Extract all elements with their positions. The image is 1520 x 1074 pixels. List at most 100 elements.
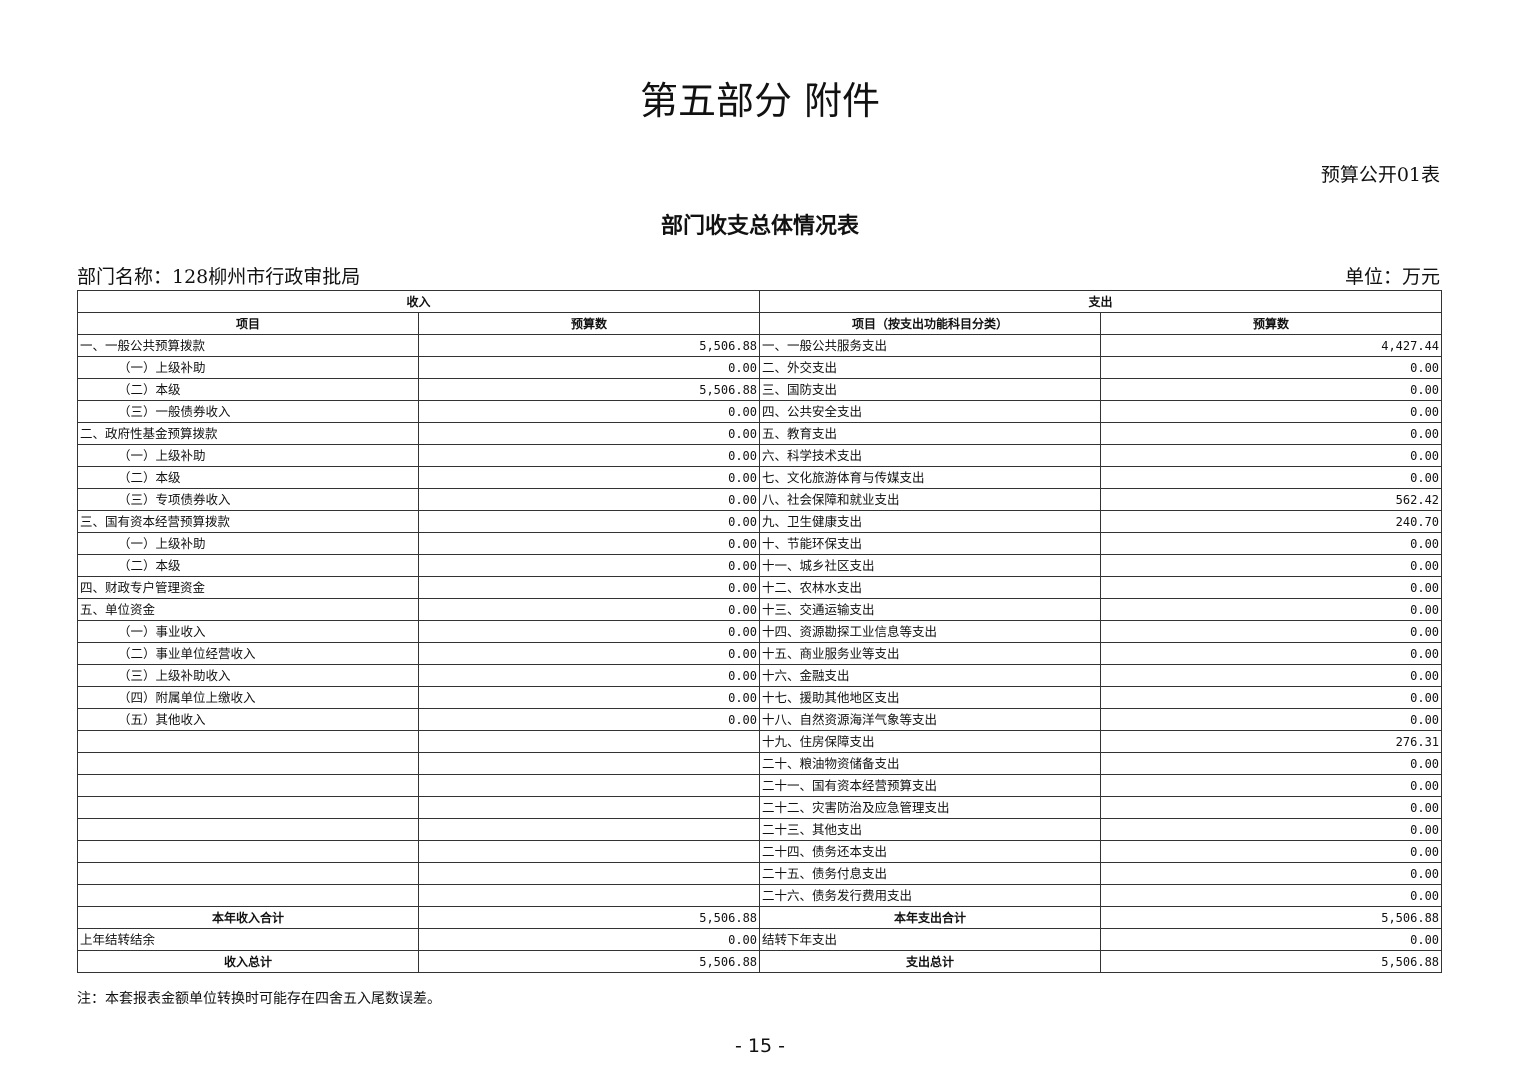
income-item: （一）上级补助 — [77, 444, 419, 467]
income-total-label: 上年结转结余 — [77, 928, 419, 951]
table-row: 二十一、国有资本经营预算支出 0.00 — [77, 774, 1443, 797]
income-budget-header: 预算数 — [417, 312, 761, 335]
income-item: 二、政府性基金预算拨款 — [77, 422, 419, 445]
expense-total-value: 5,506.88 — [1100, 950, 1443, 973]
income-item: （三）上级补助收入 — [77, 664, 419, 687]
table-row: （四）附属单位上缴收入 0.00 十七、援助其他地区支出 0.00 — [77, 686, 1443, 709]
expense-value: 0.00 — [1100, 884, 1443, 907]
income-item: 四、财政专户管理资金 — [77, 576, 419, 599]
table-row: 二十五、债务付息支出 0.00 — [77, 862, 1443, 885]
expense-item: 一、一般公共服务支出 — [759, 334, 1102, 357]
table-row: （二）本级 0.00 十一、城乡社区支出 0.00 — [77, 554, 1443, 577]
expense-item: 十二、农林水支出 — [759, 576, 1102, 599]
income-value: 0.00 — [417, 400, 761, 423]
budget-table: 收入 支出 项目 预算数 项目（按支出功能科目分类） 预算数 一、一般公共预算拨… — [76, 290, 1443, 973]
expense-total-value: 0.00 — [1100, 928, 1443, 951]
income-item: （二）本级 — [77, 378, 419, 401]
expense-value: 0.00 — [1100, 378, 1443, 401]
income-item — [77, 774, 419, 797]
expense-value: 0.00 — [1100, 862, 1443, 885]
total-row: 收入总计 5,506.88 支出总计 5,506.88 — [77, 950, 1443, 973]
expense-item: 十六、金融支出 — [759, 664, 1102, 687]
income-value — [417, 840, 761, 863]
table-row: （三）一般债券收入 0.00 四、公共安全支出 0.00 — [77, 400, 1443, 423]
expense-item: 十九、住房保障支出 — [759, 730, 1102, 753]
expense-total-label: 结转下年支出 — [759, 928, 1102, 951]
income-value — [417, 730, 761, 753]
table-row: 十九、住房保障支出 276.31 — [77, 730, 1443, 753]
expense-header: 支出 — [759, 290, 1443, 313]
expense-total-value: 5,506.88 — [1100, 906, 1443, 929]
table-row: 五、单位资金 0.00 十三、交通运输支出 0.00 — [77, 598, 1443, 621]
expense-item: 二十二、灾害防治及应急管理支出 — [759, 796, 1102, 819]
table-row: 二、政府性基金预算拨款 0.00 五、教育支出 0.00 — [77, 422, 1443, 445]
expense-value: 276.31 — [1100, 730, 1443, 753]
expense-value: 0.00 — [1100, 708, 1443, 731]
expense-item: 十一、城乡社区支出 — [759, 554, 1102, 577]
table-row: 二十三、其他支出 0.00 — [77, 818, 1443, 841]
income-item-header: 项目 — [77, 312, 419, 335]
expense-value: 0.00 — [1100, 840, 1443, 863]
expense-item: 十三、交通运输支出 — [759, 598, 1102, 621]
table-row: （二）本级 0.00 七、文化旅游体育与传媒支出 0.00 — [77, 466, 1443, 489]
expense-item: 二、外交支出 — [759, 356, 1102, 379]
total-row: 上年结转结余 0.00 结转下年支出 0.00 — [77, 928, 1443, 951]
table-row: （二）事业单位经营收入 0.00 十五、商业服务业等支出 0.00 — [77, 642, 1443, 665]
expense-item: 十八、自然资源海洋气象等支出 — [759, 708, 1102, 731]
income-value: 0.00 — [417, 444, 761, 467]
expense-value: 0.00 — [1100, 620, 1443, 643]
table-row: 二十六、债务发行费用支出 0.00 — [77, 884, 1443, 907]
income-value: 0.00 — [417, 422, 761, 445]
table-row: （五）其他收入 0.00 十八、自然资源海洋气象等支出 0.00 — [77, 708, 1443, 731]
income-value: 0.00 — [417, 598, 761, 621]
page-title: 第五部分 附件 — [639, 79, 881, 123]
income-item: （五）其他收入 — [77, 708, 419, 731]
income-item: 五、单位资金 — [77, 598, 419, 621]
income-value: 0.00 — [417, 356, 761, 379]
expense-budget-header: 预算数 — [1100, 312, 1443, 335]
page-number: - 15 - — [735, 1035, 785, 1057]
income-value — [417, 818, 761, 841]
income-item — [77, 730, 419, 753]
expense-item: 七、文化旅游体育与传媒支出 — [759, 466, 1102, 489]
expense-item: 八、社会保障和就业支出 — [759, 488, 1102, 511]
income-total-value: 5,506.88 — [417, 950, 761, 973]
table-title: 部门收支总体情况表 — [660, 213, 859, 239]
table-row: （一）上级补助 0.00 十、节能环保支出 0.00 — [77, 532, 1443, 555]
income-value: 0.00 — [417, 642, 761, 665]
expense-value: 0.00 — [1100, 598, 1443, 621]
total-row: 本年收入合计 5,506.88 本年支出合计 5,506.88 — [77, 906, 1443, 929]
expense-item: 二十六、债务发行费用支出 — [759, 884, 1102, 907]
income-item: （一）事业收入 — [77, 620, 419, 643]
income-item: （四）附属单位上缴收入 — [77, 686, 419, 709]
table-number: 预算公开01表 — [1320, 164, 1440, 186]
income-value: 0.00 — [417, 576, 761, 599]
expense-value: 0.00 — [1100, 554, 1443, 577]
expense-value: 4,427.44 — [1100, 334, 1443, 357]
income-value: 0.00 — [417, 620, 761, 643]
income-value — [417, 796, 761, 819]
income-value: 0.00 — [417, 554, 761, 577]
expense-value: 240.70 — [1100, 510, 1443, 533]
expense-item: 三、国防支出 — [759, 378, 1102, 401]
income-total-label: 本年收入合计 — [77, 906, 419, 929]
header-row-columns: 项目 预算数 项目（按支出功能科目分类） 预算数 — [77, 312, 1443, 335]
expense-item: 二十三、其他支出 — [759, 818, 1102, 841]
expense-value: 0.00 — [1100, 796, 1443, 819]
table-row: （一）事业收入 0.00 十四、资源勘探工业信息等支出 0.00 — [77, 620, 1443, 643]
table-row: （三）专项债券收入 0.00 八、社会保障和就业支出 562.42 — [77, 488, 1443, 511]
table-row: 三、国有资本经营预算拨款 0.00 九、卫生健康支出 240.70 — [77, 510, 1443, 533]
expense-value: 0.00 — [1100, 466, 1443, 489]
income-value — [417, 752, 761, 775]
table-row: （三）上级补助收入 0.00 十六、金融支出 0.00 — [77, 664, 1443, 687]
income-item: （一）上级补助 — [77, 532, 419, 555]
expense-item: 二十四、债务还本支出 — [759, 840, 1102, 863]
table-row: （一）上级补助 0.00 六、科学技术支出 0.00 — [77, 444, 1443, 467]
income-item: 一、一般公共预算拨款 — [77, 334, 419, 357]
table-row: 一、一般公共预算拨款 5,506.88 一、一般公共服务支出 4,427.44 — [77, 334, 1443, 357]
income-value — [417, 884, 761, 907]
expense-value: 0.00 — [1100, 642, 1443, 665]
expense-value: 0.00 — [1100, 356, 1443, 379]
expense-value: 0.00 — [1100, 686, 1443, 709]
income-total-label: 收入总计 — [77, 950, 419, 973]
